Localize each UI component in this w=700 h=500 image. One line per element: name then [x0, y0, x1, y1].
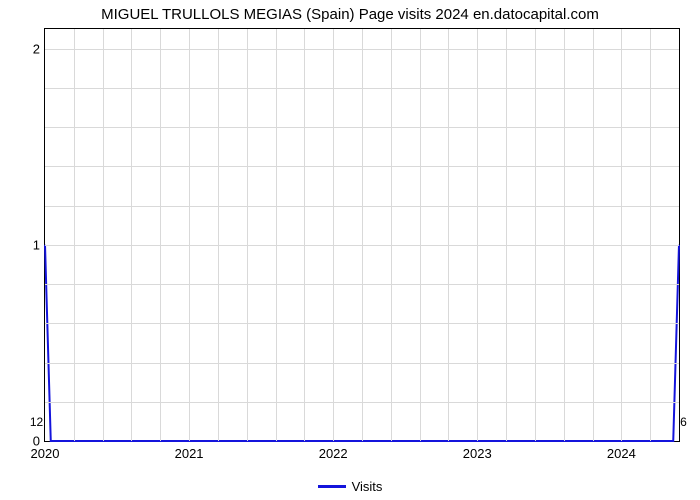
gridline-vertical: [477, 29, 478, 441]
x-tick-label: 2024: [607, 446, 636, 461]
x-tick-label: 2021: [175, 446, 204, 461]
gridline-vertical: [391, 29, 392, 441]
gridline-vertical: [218, 29, 219, 441]
gridline-horizontal: [45, 323, 679, 324]
gridline-vertical: [593, 29, 594, 441]
gridline-vertical: [333, 29, 334, 441]
gridline-vertical: [160, 29, 161, 441]
gridline-vertical: [564, 29, 565, 441]
gridline-vertical: [621, 29, 622, 441]
y-tick-label: 1: [6, 237, 40, 252]
gridline-vertical: [276, 29, 277, 441]
legend: Visits: [0, 478, 700, 494]
x-tick-label: 2022: [319, 446, 348, 461]
chart-container: MIGUEL TRULLOLS MEGIAS (Spain) Page visi…: [0, 0, 700, 500]
gridline-vertical: [420, 29, 421, 441]
gridline-horizontal: [45, 363, 679, 364]
gridline-horizontal: [45, 88, 679, 89]
gridline-vertical: [650, 29, 651, 441]
gridline-vertical: [448, 29, 449, 441]
data-point-label: 6: [680, 415, 687, 429]
plot-area: [44, 28, 680, 442]
chart-title: MIGUEL TRULLOLS MEGIAS (Spain) Page visi…: [0, 6, 700, 23]
gridline-horizontal: [45, 402, 679, 403]
y-tick-label: 2: [6, 41, 40, 56]
gridline-vertical: [189, 29, 190, 441]
gridline-vertical: [103, 29, 104, 441]
legend-label: Visits: [352, 479, 383, 494]
gridline-horizontal: [45, 127, 679, 128]
gridline-horizontal: [45, 49, 679, 50]
gridline-vertical: [506, 29, 507, 441]
gridline-vertical: [362, 29, 363, 441]
x-tick-label: 2023: [463, 446, 492, 461]
gridline-horizontal: [45, 166, 679, 167]
gridline-horizontal: [45, 245, 679, 246]
gridline-vertical: [247, 29, 248, 441]
gridline-vertical: [131, 29, 132, 441]
gridline-horizontal: [45, 284, 679, 285]
gridline-vertical: [535, 29, 536, 441]
data-point-label: 12: [30, 415, 43, 429]
gridline-horizontal: [45, 206, 679, 207]
legend-swatch: [318, 485, 346, 488]
x-tick-label: 2020: [31, 446, 60, 461]
gridline-vertical: [304, 29, 305, 441]
gridline-vertical: [74, 29, 75, 441]
